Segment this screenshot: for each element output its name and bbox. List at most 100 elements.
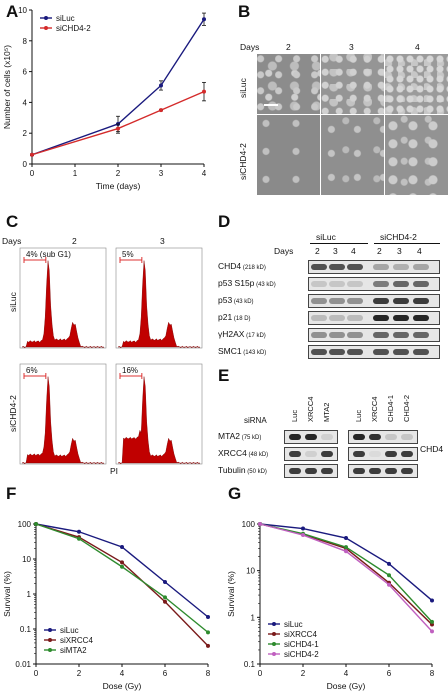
sub-g1-percent: 5%	[122, 250, 134, 259]
blot-band	[373, 281, 389, 287]
blot-band	[311, 315, 327, 321]
cell-cycle-panel: Days 2 3 siLuc siCHD4-2 4% (sub G1) 5% 6% 1…	[0, 212, 214, 482]
blot-strip	[308, 311, 440, 325]
blot-band	[305, 468, 317, 474]
blot-band	[393, 298, 409, 304]
data-point	[163, 599, 167, 604]
legend-marker	[272, 652, 276, 656]
legend-marker	[272, 642, 276, 646]
d-day-label: 4	[417, 246, 422, 256]
x-tick-label: 2	[116, 169, 121, 178]
blot-band	[373, 349, 389, 355]
blot-strip	[308, 277, 440, 291]
data-point	[34, 522, 38, 526]
blot-band	[373, 264, 389, 270]
sub-g1-percent: 16%	[122, 366, 138, 375]
x-axis-label: Time (days)	[96, 181, 141, 191]
data-point	[206, 615, 210, 620]
y-tick-label: 6	[23, 68, 28, 77]
row-label-siluc: siLuc	[238, 78, 248, 98]
data-point	[163, 580, 167, 585]
protein-size: (17 kD)	[244, 333, 266, 339]
sub-g1-percent: 4% (sub G1)	[26, 250, 71, 259]
d-row-label: CHD4 (218 kD)	[218, 261, 266, 271]
e-lane-label: XRCC4	[306, 396, 315, 422]
blot-band	[347, 332, 363, 338]
e-lane-label: Luc	[354, 409, 363, 422]
d-row-label: SMC1 (143 kD)	[218, 346, 266, 356]
histogram-frame	[19, 363, 107, 465]
data-point	[430, 598, 434, 603]
x-tick-label: 0	[258, 669, 263, 678]
blot-band	[401, 434, 413, 440]
scale-bar	[264, 104, 278, 106]
blot-band	[353, 451, 365, 457]
series-line	[31, 18, 205, 156]
row-label-sichd4: siCHD4-2	[238, 143, 248, 180]
survival-chart-f: 0 2 4 6 8 0.01 0.1 1 10 100 Dose (Gy) Survival (%) s…	[2, 520, 211, 691]
d-days-label: Days	[274, 246, 294, 256]
d-group-siluc: siLuc	[316, 232, 336, 242]
protein-name: p53 S15p	[218, 278, 255, 288]
d-day-label: 2	[377, 246, 382, 256]
flow-histograms: 4% (sub G1) 5% 6% 16%	[19, 247, 203, 465]
y-tick-label: 8	[23, 37, 28, 46]
blot-band	[385, 468, 397, 474]
d-row-label: p21 (18 D)	[218, 312, 251, 322]
micrograph-sichd4-day2	[257, 115, 320, 195]
panel-label-e: E	[218, 366, 230, 385]
d-group-line-siluc	[310, 243, 368, 244]
e-lane-label: XRCC4	[370, 396, 379, 422]
blot-band	[347, 281, 363, 287]
histogram-area	[21, 260, 105, 349]
panel-label-g: G	[228, 484, 242, 503]
d-group-sichd4: siCHD4-2	[380, 232, 417, 242]
data-point	[159, 108, 163, 113]
panel-label-f: F	[6, 484, 17, 503]
e-lane-label: CHD4-2	[402, 394, 411, 422]
blot-band	[353, 468, 365, 474]
blot-band	[385, 451, 397, 457]
panel-label-c: C	[6, 212, 19, 231]
blot-band	[393, 349, 409, 355]
pi-axis-label: PI	[110, 466, 119, 476]
histogram-area	[117, 376, 201, 465]
sub-g1-percent: 6%	[26, 366, 38, 375]
protein-size: (75 kD)	[240, 435, 262, 441]
y-tick-label: 10	[246, 567, 255, 576]
data-point	[159, 83, 163, 88]
blot-strip	[308, 328, 440, 342]
blot-strip	[348, 447, 418, 461]
micrograph-panel: Days 2 3 4 siLuc siCHD4-2	[232, 0, 448, 212]
data-point	[301, 526, 305, 531]
y-axis-label: Survival (%)	[2, 571, 12, 617]
legend-marker	[48, 648, 52, 652]
data-point	[120, 560, 124, 565]
blot-band	[329, 281, 345, 287]
blot-strip	[284, 430, 338, 444]
blot-band	[373, 298, 389, 304]
protein-size: (48 kD)	[246, 452, 269, 458]
data-point	[344, 545, 348, 550]
blot-band	[369, 434, 381, 440]
legend-label: siXRCC4	[284, 630, 317, 639]
protein-size: (218 kD)	[241, 265, 266, 271]
blot-band	[393, 315, 409, 321]
blot-band	[393, 264, 409, 270]
e-lane-label: MTA2	[322, 402, 331, 422]
blot-band	[305, 451, 317, 457]
blot-band	[347, 349, 363, 355]
e-lane-label: Luc	[290, 409, 299, 422]
x-tick-label: 4	[202, 169, 207, 178]
blot-band	[329, 264, 345, 270]
day-label-4: 4	[415, 42, 420, 52]
y-tick-label: 100	[242, 520, 256, 529]
e-row-label: Tubulin (50 kD)	[218, 465, 267, 475]
blot-band	[369, 468, 381, 474]
y-tick-label: 0.01	[15, 660, 31, 669]
blot-band	[311, 332, 327, 338]
x-tick-label: 1	[73, 169, 78, 178]
data-point	[120, 564, 124, 569]
blot-band	[289, 468, 301, 474]
blot-band	[413, 298, 429, 304]
